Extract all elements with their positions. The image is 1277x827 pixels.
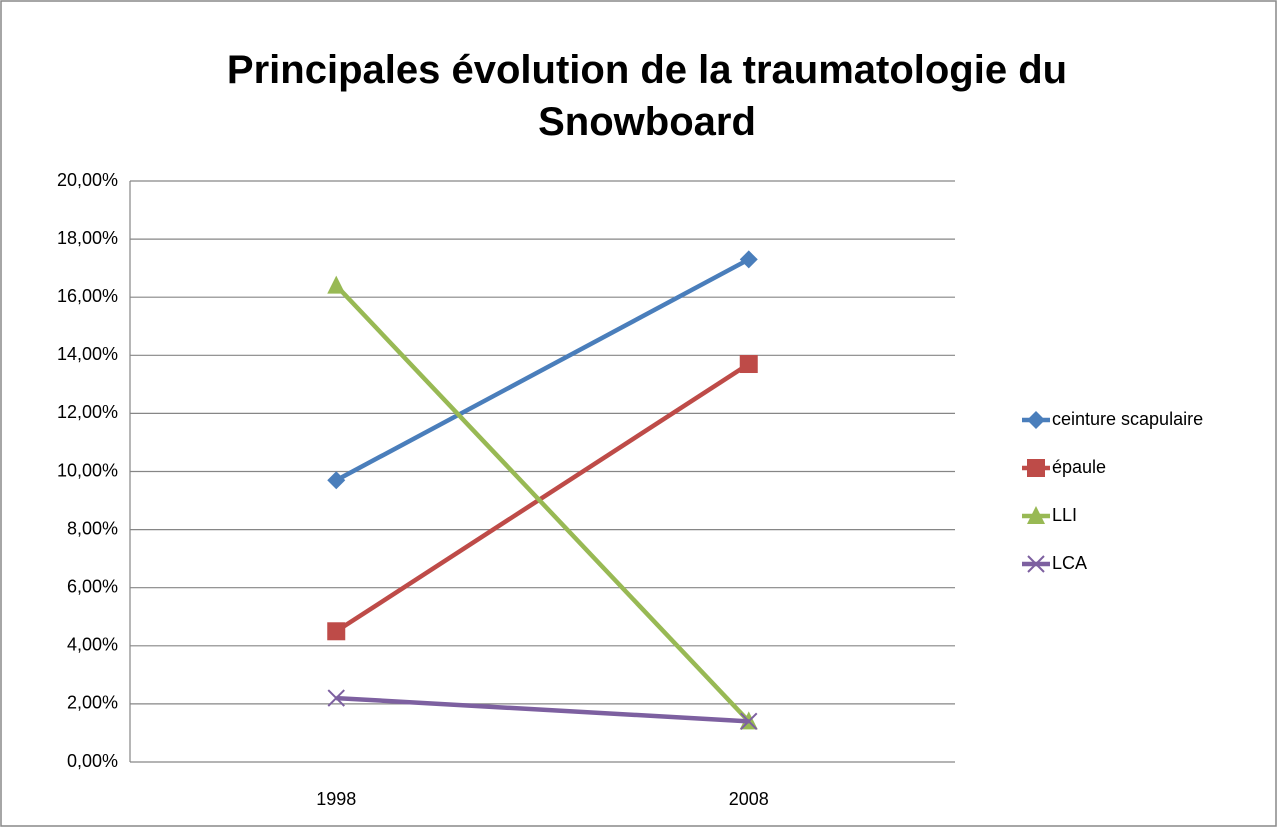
legend-marker xyxy=(1027,506,1045,524)
legend-label: ceinture scapulaire xyxy=(1052,409,1203,429)
marker xyxy=(327,275,346,294)
legend-label: épaule xyxy=(1052,457,1106,477)
series-line xyxy=(334,284,751,723)
y-tick-label: 20,00% xyxy=(57,170,118,190)
legend-marker xyxy=(1027,411,1045,429)
legend-label: LLI xyxy=(1052,505,1077,525)
marker xyxy=(327,622,346,641)
series-line xyxy=(336,695,749,724)
y-tick-label: 18,00% xyxy=(57,228,118,248)
marker xyxy=(327,689,345,707)
legend-marker xyxy=(1027,459,1045,477)
x-tick-label: 2008 xyxy=(729,789,769,809)
marker xyxy=(1027,411,1045,429)
marker xyxy=(1027,506,1045,524)
series-line xyxy=(335,257,750,483)
y-tick-label: 4,00% xyxy=(67,635,118,655)
marker xyxy=(1027,555,1045,573)
series-line xyxy=(335,362,750,634)
y-tick-label: 0,00% xyxy=(67,751,118,771)
marker xyxy=(739,355,758,374)
y-tick-label: 6,00% xyxy=(67,576,118,596)
chart-title: Principales évolution de la traumatologi… xyxy=(226,48,1068,144)
marker xyxy=(327,471,346,490)
y-tick-label: 8,00% xyxy=(67,518,118,538)
y-tick-label: 2,00% xyxy=(67,693,118,713)
marker xyxy=(740,712,758,731)
legend-marker xyxy=(1027,555,1045,573)
x-tick-label: 1998 xyxy=(316,789,356,809)
y-tick-label: 12,00% xyxy=(57,402,118,422)
y-tick-label: 10,00% xyxy=(57,460,118,480)
y-tick-label: 16,00% xyxy=(57,286,118,306)
y-tick-label: 14,00% xyxy=(57,344,118,364)
marker xyxy=(739,250,758,269)
legend-label: LCA xyxy=(1052,553,1087,573)
marker xyxy=(1027,459,1045,477)
